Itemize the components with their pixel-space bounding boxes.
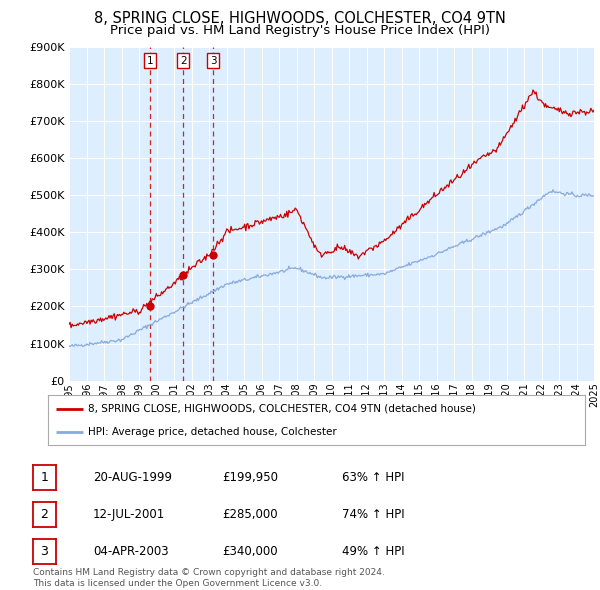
Text: 8, SPRING CLOSE, HIGHWOODS, COLCHESTER, CO4 9TN (detached house): 8, SPRING CLOSE, HIGHWOODS, COLCHESTER, … xyxy=(88,404,476,414)
Text: 04-APR-2003: 04-APR-2003 xyxy=(93,545,169,558)
Text: £199,950: £199,950 xyxy=(222,471,278,484)
Text: 3: 3 xyxy=(210,55,217,65)
Text: 1: 1 xyxy=(147,55,154,65)
Text: 49% ↑ HPI: 49% ↑ HPI xyxy=(342,545,404,558)
Text: 12-JUL-2001: 12-JUL-2001 xyxy=(93,508,165,521)
Text: £340,000: £340,000 xyxy=(222,545,278,558)
Text: £285,000: £285,000 xyxy=(222,508,278,521)
Text: 63% ↑ HPI: 63% ↑ HPI xyxy=(342,471,404,484)
Text: 8, SPRING CLOSE, HIGHWOODS, COLCHESTER, CO4 9TN: 8, SPRING CLOSE, HIGHWOODS, COLCHESTER, … xyxy=(94,11,506,25)
Text: 3: 3 xyxy=(40,545,49,558)
Text: 2: 2 xyxy=(180,55,187,65)
Text: 74% ↑ HPI: 74% ↑ HPI xyxy=(342,508,404,521)
Text: Price paid vs. HM Land Registry's House Price Index (HPI): Price paid vs. HM Land Registry's House … xyxy=(110,24,490,37)
Text: Contains HM Land Registry data © Crown copyright and database right 2024.
This d: Contains HM Land Registry data © Crown c… xyxy=(33,568,385,588)
Text: 20-AUG-1999: 20-AUG-1999 xyxy=(93,471,172,484)
Text: 2: 2 xyxy=(40,508,49,521)
Text: HPI: Average price, detached house, Colchester: HPI: Average price, detached house, Colc… xyxy=(88,427,337,437)
Text: 1: 1 xyxy=(40,471,49,484)
